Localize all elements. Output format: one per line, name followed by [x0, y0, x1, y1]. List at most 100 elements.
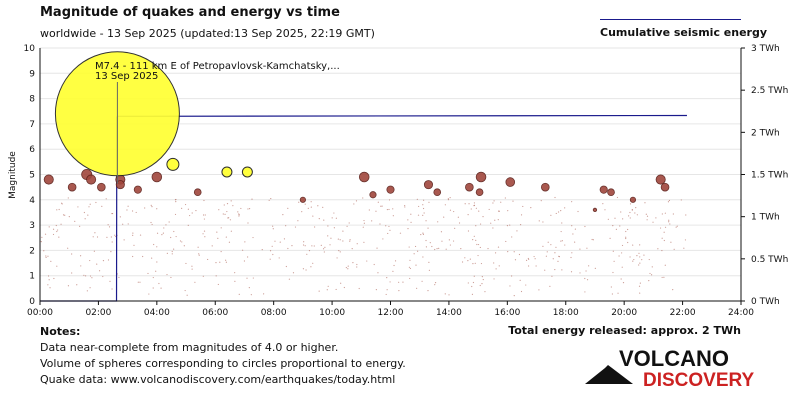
small-quake-dot: [331, 217, 333, 219]
small-quake-dot: [447, 198, 449, 200]
small-quake-dot: [250, 294, 252, 296]
small-quake-dot: [425, 246, 428, 248]
small-quake-dot: [150, 221, 152, 224]
small-quake-dot: [410, 213, 412, 215]
small-quake-dot: [613, 260, 615, 262]
small-quake-dot: [610, 286, 612, 288]
small-quake-dot: [105, 198, 107, 200]
small-quake-dot: [498, 265, 500, 267]
y-tick-label: 6: [29, 145, 35, 155]
small-quake-dot: [385, 293, 387, 296]
small-quake-dot: [512, 200, 514, 202]
x-tick-label: 12:00: [378, 308, 404, 318]
small-quake-dot: [216, 231, 218, 233]
small-quake-dot: [148, 293, 150, 295]
small-quake-dot: [620, 278, 622, 280]
small-quake-dot: [416, 287, 418, 289]
small-quake-dot: [657, 248, 659, 250]
small-quake-dot: [410, 221, 412, 223]
small-quake-dot: [422, 232, 424, 234]
small-quake-dot: [183, 245, 185, 247]
small-quake-dot: [109, 280, 111, 282]
small-quake-dot: [195, 209, 197, 212]
small-quake-dot: [238, 293, 240, 295]
small-quake-dot: [634, 212, 636, 214]
y2-tick-label: 2.5 TWh: [751, 86, 788, 96]
small-quake-dot: [203, 218, 206, 220]
volcano-crater-icon: [605, 365, 612, 368]
small-quake-dot: [111, 241, 113, 243]
small-quake-dot: [184, 203, 187, 206]
small-quake-dot: [287, 247, 289, 250]
small-quake-dot: [632, 260, 634, 262]
small-quake-dot: [659, 227, 662, 229]
small-quake-dot: [641, 259, 643, 261]
small-quake-dot: [64, 214, 66, 216]
small-quake-dot: [472, 239, 474, 241]
small-quake-dot: [381, 205, 383, 207]
small-quake-dot: [628, 215, 630, 217]
small-quake-dot: [356, 266, 358, 268]
quake-marker: [299, 196, 306, 203]
small-quake-dot: [534, 258, 536, 260]
small-quake-dot: [127, 205, 129, 207]
small-quake-dot: [564, 207, 566, 209]
small-quake-dot: [417, 250, 419, 252]
small-quake-dot: [447, 199, 450, 201]
small-quake-dot: [408, 266, 411, 268]
small-quake-dot: [655, 217, 657, 219]
small-quake-dot: [436, 248, 438, 250]
y-tick-label: 9: [29, 69, 35, 79]
small-quake-dot: [513, 295, 515, 297]
small-quake-dot: [493, 200, 495, 202]
small-quake-dot: [629, 211, 631, 214]
small-quake-dot: [47, 255, 49, 257]
small-quake-dot: [174, 213, 177, 216]
small-quake-dot: [460, 248, 462, 250]
small-quake-dot: [549, 285, 551, 287]
small-quake-dot: [162, 232, 164, 234]
small-quake-dot: [53, 277, 55, 280]
small-quake-dot: [668, 219, 670, 221]
small-quake-dot: [285, 265, 287, 268]
small-quake-dot: [550, 214, 552, 216]
quake-marker: [475, 171, 487, 183]
small-quake-dot: [490, 222, 492, 224]
small-quake-dot: [392, 215, 394, 217]
small-quake-dot: [186, 294, 188, 296]
small-quake-dot: [68, 216, 70, 218]
small-quake-dot: [507, 251, 509, 253]
small-quake-dot: [535, 265, 537, 267]
small-quake-dot: [89, 287, 91, 289]
small-quake-dot: [151, 257, 153, 259]
small-quake-dot: [139, 281, 141, 283]
small-quake-dot: [509, 224, 511, 226]
small-quake-dot: [156, 246, 158, 248]
small-quake-dot: [684, 239, 687, 241]
small-quake-dot: [594, 267, 596, 270]
small-quake-dot: [377, 272, 379, 274]
quake-marker: [607, 188, 615, 197]
small-quake-dot: [340, 282, 342, 284]
small-quake-dot: [71, 272, 73, 274]
small-quake-dot: [667, 201, 670, 203]
small-quake-dot: [404, 206, 406, 208]
small-quake-dot: [173, 230, 175, 233]
y2-tick-label: 0.5 TWh: [751, 255, 788, 265]
small-quake-dot: [137, 281, 139, 283]
small-quake-dot: [420, 233, 422, 236]
small-quake-dot: [324, 246, 326, 248]
small-quake-dot: [639, 282, 641, 284]
small-quake-dot: [375, 210, 377, 212]
small-quake-dot: [588, 265, 590, 267]
small-quake-dot: [472, 281, 475, 284]
small-quake-dot: [664, 264, 666, 266]
small-quake-dot: [347, 265, 349, 267]
small-quake-dot: [520, 214, 523, 216]
small-quake-dot: [574, 241, 576, 243]
quake-marker: [433, 188, 442, 197]
small-quake-dot: [353, 203, 355, 205]
small-quake-dot: [663, 239, 665, 242]
small-quake-dot: [422, 204, 424, 206]
